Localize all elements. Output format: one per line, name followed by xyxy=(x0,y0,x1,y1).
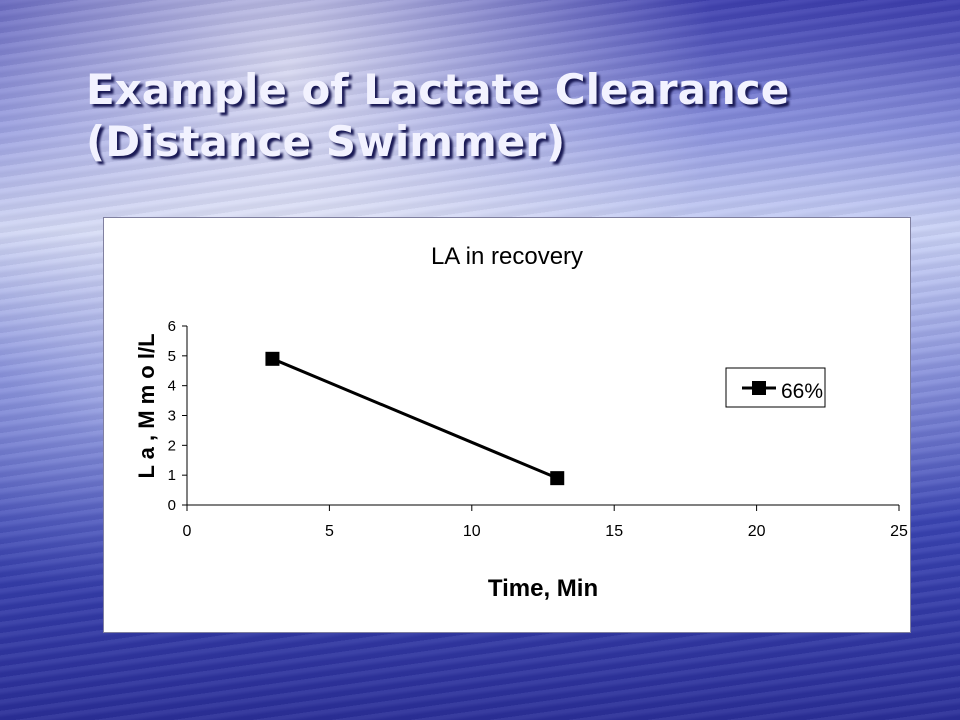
x-tick-label: 25 xyxy=(890,523,908,540)
x-axis-label: Time, Min xyxy=(488,575,598,602)
slide-title-line-1: Example of Lactate Clearance xyxy=(86,65,790,114)
x-tick-label: 20 xyxy=(748,523,766,540)
series-line xyxy=(271,357,558,480)
y-tick-label: 3 xyxy=(168,408,176,425)
line-chart: LA in recovery L a , M m o l/L Time, Min… xyxy=(134,243,908,602)
slide-title: Example of Lactate Clearance (Distance S… xyxy=(86,64,906,168)
y-tick-label: 6 xyxy=(168,318,176,335)
x-tick-label: 0 xyxy=(183,523,192,540)
x-tick-label: 15 xyxy=(605,523,623,540)
y-tick-label: 2 xyxy=(168,437,176,454)
y-tick-label: 4 xyxy=(168,378,176,395)
y-axis-label: L a , M m o l/L xyxy=(134,333,159,478)
legend: 66% xyxy=(725,367,826,408)
plot-layer: 0 1 2 3 4 5 6 0 5 10 15 20 25 xyxy=(168,318,908,540)
data-point-marker xyxy=(265,351,280,366)
x-tick-label: 10 xyxy=(463,523,481,540)
legend-label: 66% xyxy=(781,380,823,403)
x-tick-label: 5 xyxy=(325,523,334,540)
chart-area: LA in recovery L a , M m o l/L Time, Min… xyxy=(103,217,911,633)
legend-marker-swatch xyxy=(752,381,766,395)
chart-title: LA in recovery xyxy=(431,243,583,270)
y-tick-label: 0 xyxy=(168,497,176,514)
slide-title-line-2: (Distance Swimmer) xyxy=(86,117,566,166)
y-tick-label: 1 xyxy=(168,467,176,484)
y-tick-label: 5 xyxy=(168,348,176,365)
data-point-marker xyxy=(550,471,565,486)
